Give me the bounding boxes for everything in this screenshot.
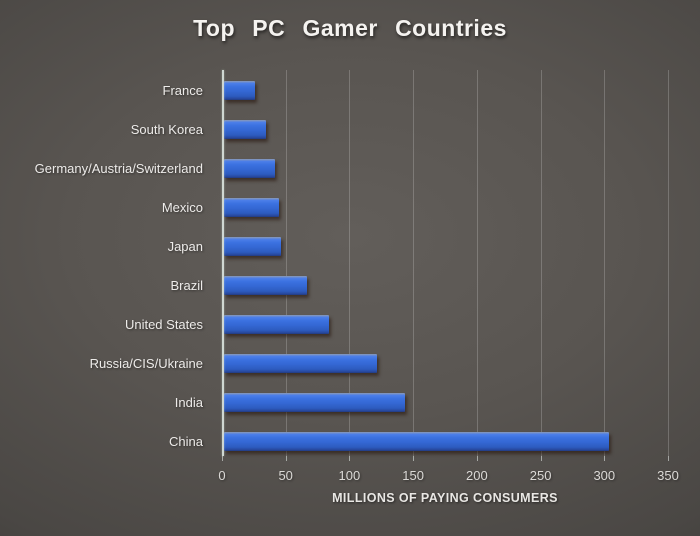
bar-united-states [224,315,329,334]
bar-india [224,393,405,412]
tick-mark-300 [604,456,606,461]
bar-russia-cis-ukraine [224,354,377,373]
category-label-united-states: United States [124,316,203,332]
tick-label-350: 350 [657,468,679,483]
tick-mark-350 [668,456,669,461]
tick-label-150: 150 [402,468,424,483]
bar-germany-austria-switzerland [224,159,275,178]
tick-label-100: 100 [338,468,361,483]
category-label-japan: Japan [167,238,203,254]
tick-mark-200 [476,456,478,461]
category-label-russia-cis-ukraine: Russia/CIS/Ukraine [89,355,203,371]
tick-mark-100 [349,456,351,461]
category-label-south-korea: South Korea [130,121,203,137]
bar-france [224,81,255,100]
gridline-350 [668,70,669,456]
gridline-150 [413,70,415,456]
bar-japan [224,237,282,256]
x-axis-title: MILLIONS OF PAYING CONSUMERS [332,491,558,505]
y-axis-line [222,70,224,456]
tick-mark-50 [285,456,287,461]
tick-label-300: 300 [593,468,616,483]
tick-label-200: 200 [466,468,488,483]
bar-south-korea [224,120,267,139]
tick-label-0: 0 [218,468,226,483]
gridline-100 [349,70,351,456]
category-label-mexico: Mexico [161,199,203,215]
gridline-300 [604,70,606,456]
bar-mexico [224,198,279,217]
gridline-50 [285,70,287,456]
tick-mark-250 [540,456,542,461]
category-label-germany-austria-switzerland: Germany/Austria/Switzerland [34,160,203,176]
bar-brazil [224,276,307,295]
category-label-france: France [162,82,203,98]
category-label-india: India [174,394,203,410]
plot-area [222,70,669,456]
chart-title: Top PC Gamer Countries [193,15,507,41]
category-label-brazil: Brazil [170,277,203,293]
tick-label-50: 50 [278,468,293,483]
tick-mark-0 [222,456,223,461]
tick-mark-150 [413,456,415,461]
gridline-250 [540,70,542,456]
category-label-china: China [169,433,203,449]
bar-china [224,432,609,451]
gridline-200 [476,70,478,456]
tick-label-250: 250 [529,468,552,483]
